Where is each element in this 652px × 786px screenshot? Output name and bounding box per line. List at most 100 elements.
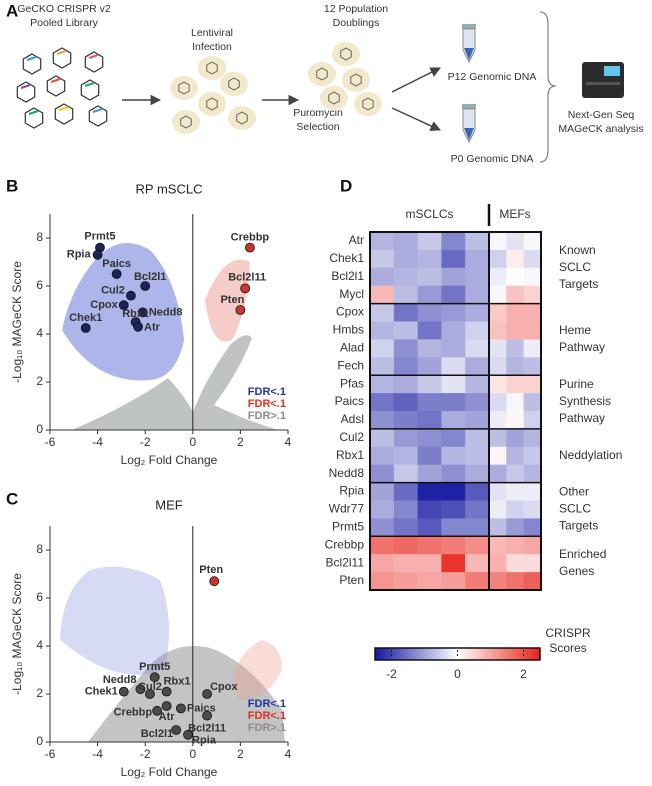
legend-entry: FDR>.1 bbox=[248, 722, 286, 734]
y-tick-label: 8 bbox=[36, 230, 43, 244]
x-tick-label: 2 bbox=[237, 435, 244, 449]
point-label: Pten bbox=[199, 564, 223, 576]
heatmap-cell bbox=[465, 500, 490, 519]
row-group-label: SCLC bbox=[559, 260, 591, 274]
heatmap-cell bbox=[465, 339, 490, 358]
point-label: Pten bbox=[220, 294, 244, 306]
heatmap-cell bbox=[489, 518, 507, 537]
y-tick-label: 4 bbox=[36, 638, 43, 652]
row-label: Crebbp bbox=[325, 537, 365, 551]
tube-icon bbox=[462, 104, 476, 144]
sample-label: P12 Genomic DNA bbox=[448, 71, 537, 83]
point-label: Cul2 bbox=[101, 285, 125, 297]
heatmap-cell bbox=[506, 393, 524, 412]
step-label: GeCKO CRISPR v2 bbox=[17, 3, 111, 15]
heatmap-cell bbox=[506, 500, 524, 519]
row-group-label: Purine bbox=[559, 377, 594, 391]
row-label: Mycl bbox=[339, 287, 364, 301]
heatmap-cell bbox=[506, 518, 524, 537]
heatmap-cell bbox=[417, 232, 442, 251]
heatmap-cell bbox=[506, 375, 524, 394]
legend-entry: FDR<.1 bbox=[248, 398, 286, 410]
heatmap-cell bbox=[465, 232, 490, 251]
heatmap-cell bbox=[370, 249, 395, 269]
selection-label: Puromycin bbox=[293, 107, 343, 119]
heatmap-cell bbox=[489, 339, 507, 358]
sequencer-icon bbox=[582, 62, 624, 98]
heatmap-cell bbox=[370, 446, 395, 465]
x-tick-label: 2 bbox=[237, 747, 244, 761]
heatmap-cell bbox=[393, 554, 418, 573]
row-label: Rbx1 bbox=[336, 448, 364, 462]
heatmap-cell bbox=[393, 339, 418, 358]
heatmap-cell bbox=[506, 428, 524, 448]
heatmap-cell bbox=[393, 536, 418, 555]
point bbox=[145, 689, 155, 699]
heatmap-cell bbox=[370, 232, 395, 251]
heatmap-cell bbox=[417, 267, 442, 286]
heatmap-cell bbox=[441, 518, 466, 537]
heatmap-cell bbox=[393, 303, 418, 322]
x-tick-label: 0 bbox=[189, 747, 196, 761]
heatmap-cell bbox=[417, 428, 442, 448]
step-label: Lentiviral bbox=[191, 27, 233, 39]
row-label: Chek1 bbox=[329, 251, 364, 265]
x-axis-label: Log₂ Fold Change bbox=[121, 453, 218, 467]
heatmap-cell bbox=[523, 249, 542, 269]
heatmap-cell bbox=[393, 500, 418, 519]
point-label: Crebbp bbox=[231, 232, 270, 244]
point-label: Cpox bbox=[90, 299, 118, 311]
row-label: Alad bbox=[340, 341, 364, 355]
heatmap-cell bbox=[523, 482, 542, 501]
point bbox=[161, 686, 172, 697]
heatmap-cell bbox=[441, 536, 466, 555]
point bbox=[140, 281, 151, 291]
point bbox=[111, 269, 122, 279]
heatmap-cell bbox=[370, 428, 395, 448]
heatmap-cell bbox=[506, 554, 524, 573]
y-tick-label: 6 bbox=[36, 590, 43, 604]
heatmap-cell bbox=[441, 572, 466, 591]
column-group-label: mSCLCs bbox=[405, 207, 453, 221]
heatmap-cell bbox=[523, 428, 542, 448]
step-label: Infection bbox=[192, 41, 232, 53]
row-label: Hmbs bbox=[333, 323, 364, 337]
step-label: 12 Population bbox=[324, 3, 388, 15]
analysis-label: MAGeCK analysis bbox=[558, 123, 643, 135]
y-tick-label: 0 bbox=[36, 734, 43, 748]
heatmap-cell bbox=[489, 500, 507, 519]
x-tick-label: 0 bbox=[189, 435, 196, 449]
heatmap-cell bbox=[370, 482, 395, 501]
point bbox=[171, 725, 182, 735]
heatmap-cell bbox=[370, 285, 395, 304]
y-tick-label: 4 bbox=[36, 326, 43, 340]
point bbox=[118, 686, 129, 697]
row-group-label: Synthesis bbox=[559, 394, 611, 408]
heatmap-cell bbox=[506, 572, 524, 591]
heatmap-cell bbox=[441, 249, 466, 269]
legend-entry: FDR<.1 bbox=[248, 386, 286, 398]
chart-title: RP mSCLC bbox=[136, 181, 203, 196]
x-axis-label: Log₂ Fold Change bbox=[121, 765, 218, 779]
step-label: Pooled Library bbox=[30, 17, 98, 29]
heatmap-cell bbox=[465, 375, 490, 394]
selection-label: Selection bbox=[296, 121, 339, 133]
point bbox=[133, 321, 143, 332]
heatmap-cell bbox=[417, 554, 442, 573]
colorbar-tick-label: -2 bbox=[386, 667, 397, 681]
heatmap-cell bbox=[393, 482, 418, 501]
heatmap-cell bbox=[393, 321, 418, 340]
point-label: Crebbp bbox=[114, 707, 153, 719]
point-label: Atr bbox=[144, 322, 161, 334]
heatmap-cell bbox=[417, 303, 442, 322]
panel-letter: B bbox=[6, 176, 18, 195]
heatmap-cell bbox=[393, 249, 418, 269]
x-tick-label: 4 bbox=[285, 435, 292, 449]
heatmap-cell bbox=[489, 572, 507, 591]
point-label: Paics bbox=[187, 702, 216, 714]
point-label: Rpia bbox=[192, 735, 217, 747]
panel-letter: D bbox=[340, 176, 352, 195]
heatmap-cell bbox=[506, 464, 524, 483]
